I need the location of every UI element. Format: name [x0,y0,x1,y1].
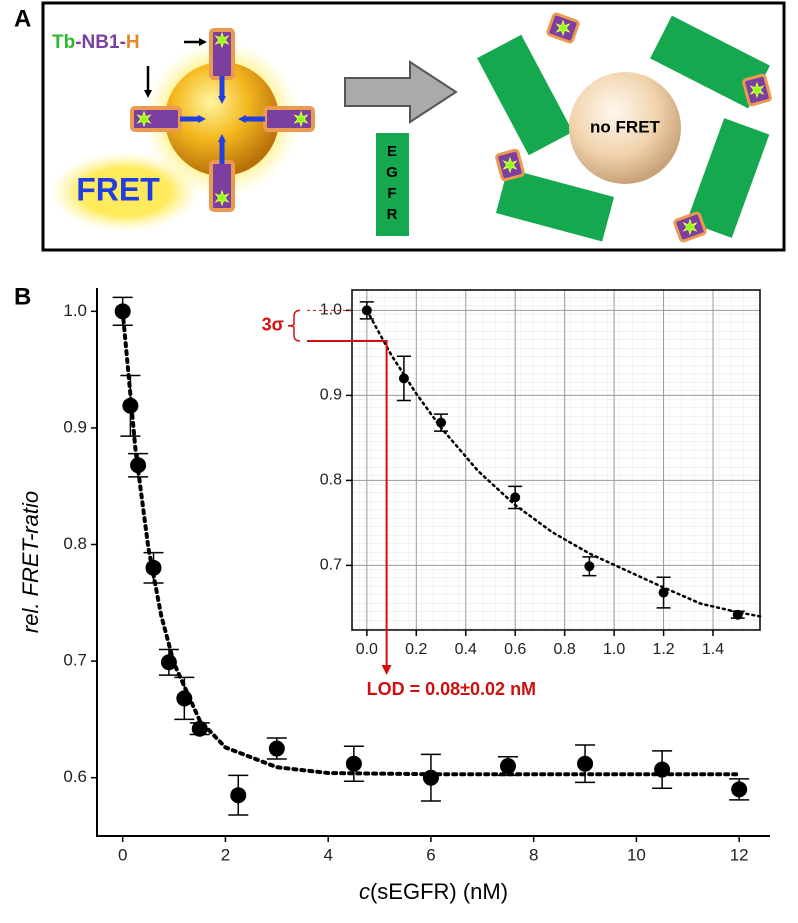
x-tick-label: 0.0 [356,641,378,658]
x-tick-label: 1.2 [652,641,674,658]
y-tick-label: 1.0 [63,301,87,320]
egfr-block [376,133,409,236]
probe-part: - [120,32,126,53]
data-point [130,457,147,474]
data-point [122,397,139,414]
x-tick-label: 0.8 [554,641,576,658]
data-point [145,559,162,576]
data-point [658,587,669,598]
y-tick-label: 0.9 [63,417,87,436]
y-axis-title: rel. FRET-ratio [18,491,43,633]
probe-part: NB1 [82,32,120,53]
y-tick-label: 1.0 [320,302,342,319]
x-axis-title-rest: (sEGFR) (nM) [370,879,508,904]
data-point [654,761,671,778]
data-point [731,781,748,798]
data-point [361,305,372,316]
x-tick-label: 8 [529,845,538,864]
fret-arrows [180,76,265,164]
reaction-arrow [344,60,458,124]
data-point [160,654,177,671]
axes [96,288,770,837]
x-tick-label: 1.4 [702,641,724,658]
minor-grid [352,290,760,630]
x-tick-label: 0.2 [405,641,427,658]
data-point [510,492,521,503]
probe-label: Tb-NB1-H [52,32,140,53]
fret-label: FRET [76,171,160,207]
x-tick-label: 12 [730,845,749,864]
panel-a: A Tb-NB1-H FRET EGFR [14,1,786,252]
x-tick-label: 0.4 [455,641,477,658]
egfr-label: EGFR [384,143,401,227]
fit-curve [120,309,742,777]
fret-glow [50,152,200,232]
y-tick-label: 0.8 [63,534,87,553]
data-point [176,690,193,707]
probe-part: H [126,32,140,53]
sigma-label: 3σ [262,314,284,334]
sigma-brace [287,309,301,342]
y-tick-label: 0.9 [320,387,342,404]
inset-frame [351,289,761,631]
no-fret-label: no FRET [590,117,660,136]
x-axis-title: c(sEGFR) (nM) [359,879,508,904]
data-point [398,373,409,384]
probe-part: - [75,32,81,53]
gold-particle [165,62,279,176]
probe-part: Tb [52,32,75,53]
x-tick-label: 0 [118,845,127,864]
data-point [577,755,594,772]
data-point [732,609,743,620]
x-tick-label: 0.6 [504,641,526,658]
panel-label: B [14,283,31,310]
data-point [436,417,447,428]
y-tick-label: 0.6 [63,767,87,786]
x-tick-label: 2 [221,845,230,864]
data-point [584,561,595,572]
x-tick-label: 4 [323,845,332,864]
lod-line [307,340,392,675]
pointer-arrows [144,38,207,98]
particle [569,72,681,184]
data-point [499,758,516,775]
tags [495,12,772,243]
x-tick-label: 10 [627,845,646,864]
panel-label: A [14,5,31,32]
data-point [422,769,439,786]
y-tick-label: 0.7 [320,557,342,574]
data-point [230,787,247,804]
fit-curve [365,309,762,618]
data-point [114,303,131,320]
y-tick-label: 0.7 [63,651,87,670]
x-tick-label: 1.0 [603,641,625,658]
data-point [268,740,285,757]
x-axis-title-var: c [359,879,370,904]
lod-label: LOD = 0.08±0.02 nM [367,679,536,699]
x-tick-label: 6 [426,845,435,864]
egfr-bound [477,15,770,242]
y-tick-label: 0.8 [320,472,342,489]
data-point [191,720,208,737]
data-point [345,755,362,772]
